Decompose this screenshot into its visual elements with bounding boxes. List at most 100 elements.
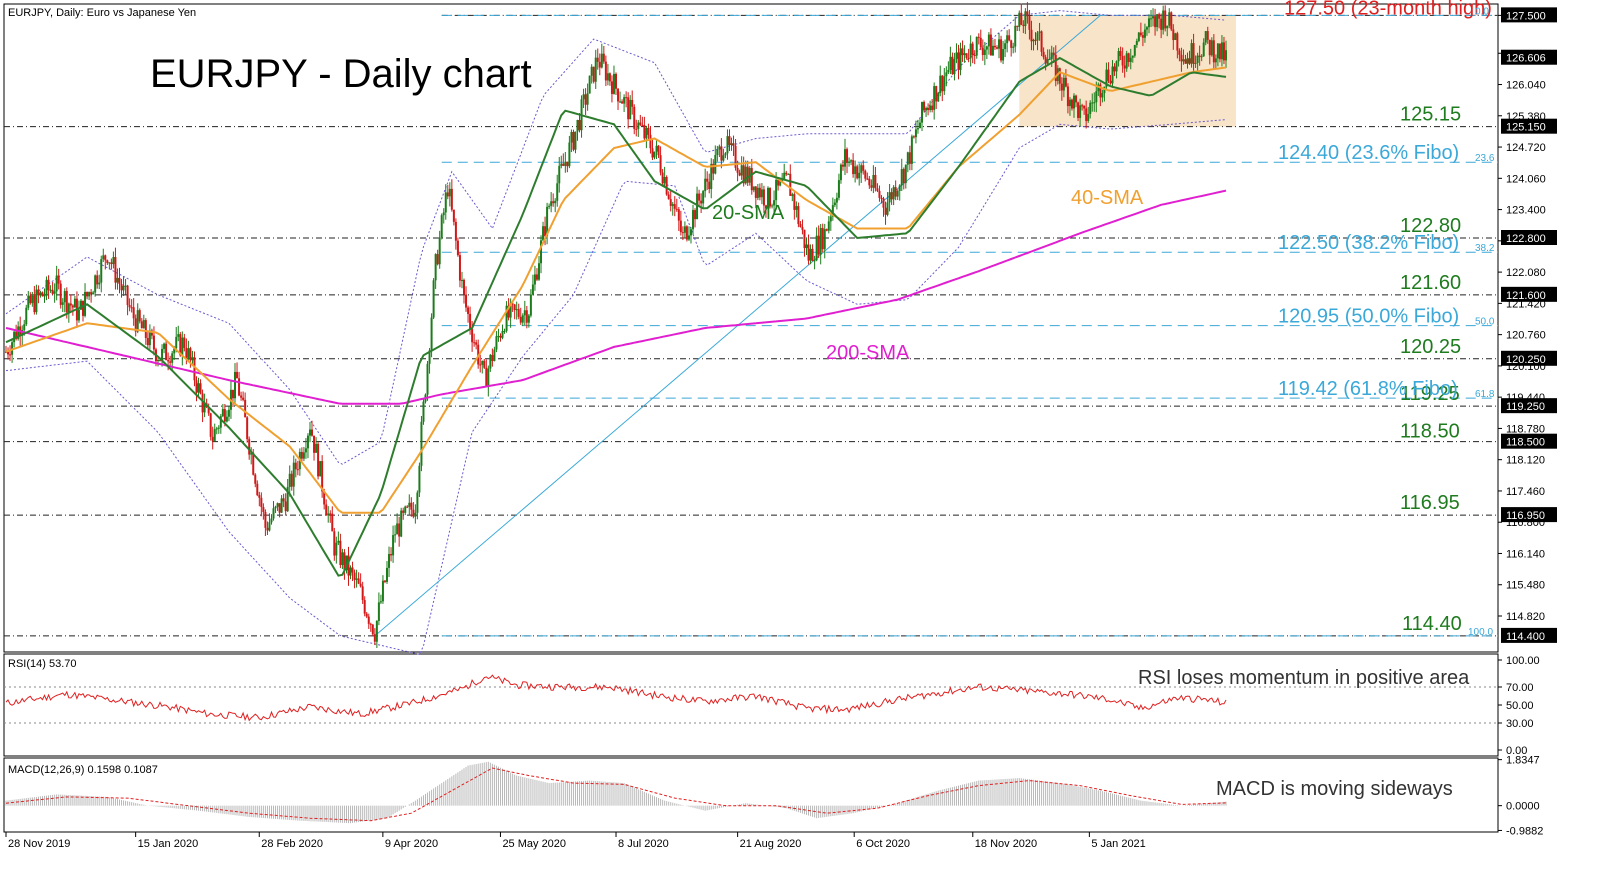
candle-body (171, 353, 174, 363)
candle-body (122, 285, 125, 291)
candle-body (870, 185, 873, 188)
candle-body (256, 483, 259, 496)
candle-body (17, 326, 20, 339)
candle-body (1192, 43, 1195, 64)
candle-body (465, 294, 468, 308)
candle-body (483, 360, 486, 368)
fib-pct-label: 100.0 (1468, 627, 1493, 638)
candle-body (531, 284, 534, 295)
candle-body (114, 257, 117, 283)
candle-body (592, 66, 595, 82)
candle-body (1012, 46, 1015, 48)
level-price-box-text: 120.250 (1506, 354, 1546, 366)
candle-body (505, 305, 508, 331)
candle-body (248, 439, 251, 455)
candle-body (513, 304, 516, 311)
candle-body (874, 174, 877, 189)
candle-body (47, 279, 50, 291)
candle-body (63, 291, 66, 303)
candle-body (21, 329, 24, 336)
candle-body (456, 240, 459, 256)
date-label: 9 Apr 2020 (385, 838, 438, 850)
candle-body (787, 173, 790, 175)
candle-body (588, 75, 591, 94)
candle-body (892, 187, 895, 200)
candle-body (945, 72, 948, 77)
candle-body (1006, 35, 1009, 44)
candle-body (995, 47, 998, 49)
candle-body (319, 461, 322, 477)
candle-body (221, 409, 224, 417)
candle-body (1170, 12, 1173, 30)
candle-body (240, 395, 243, 398)
candle-body (726, 136, 729, 154)
candle-body (1143, 29, 1146, 38)
candle-body (43, 295, 46, 297)
candle-body (430, 317, 433, 351)
candle-body (809, 248, 812, 261)
candle-body (1117, 50, 1120, 62)
candle-body (554, 200, 557, 204)
candle-body (361, 586, 364, 600)
candle-body (1010, 40, 1013, 48)
macd-note: MACD is moving sideways (1216, 778, 1453, 800)
chart-big-title: EURJPY - Daily chart (150, 52, 532, 96)
sma200-line (5, 189, 1227, 405)
candle-body (975, 36, 978, 56)
candle-body (144, 320, 147, 338)
candle-body (5, 351, 7, 353)
candle-body (542, 226, 545, 241)
candle-body (1075, 95, 1078, 103)
candle-body (280, 498, 283, 513)
candle-body (886, 202, 889, 215)
candle-body (416, 492, 419, 513)
date-label: 28 Feb 2020 (261, 838, 323, 850)
candle-body (959, 48, 962, 70)
macd-tick-label: 0.0000 (1506, 801, 1540, 813)
candle-body (61, 302, 64, 305)
candle-body (65, 291, 68, 313)
candle-body (643, 125, 646, 139)
fib-pct-label: 0.0 (1475, 6, 1489, 17)
candle-body (1204, 31, 1207, 43)
candle-body (544, 226, 547, 237)
candle-body (414, 512, 417, 517)
candle-body (785, 172, 788, 175)
candle-body (667, 194, 670, 200)
candle-body (509, 303, 512, 318)
candle-body (333, 531, 336, 556)
candle-body (327, 513, 330, 516)
candle-body (434, 254, 437, 281)
candle-body (819, 227, 822, 255)
candle-body (347, 555, 350, 576)
candle-body (550, 201, 553, 206)
candle-body (1115, 61, 1118, 72)
price-tick-label: 115.480 (1506, 580, 1545, 592)
candle-body (302, 452, 305, 459)
candle-body (422, 401, 425, 422)
candle-body (345, 555, 348, 571)
candle-body (446, 192, 449, 197)
candle-body (876, 188, 879, 191)
candle-body (671, 204, 674, 206)
candle-body (1062, 77, 1065, 91)
candle-body (582, 94, 585, 100)
candle-body (404, 506, 407, 513)
candle-body (183, 337, 186, 349)
candle-body (1160, 18, 1163, 30)
level-label: 116.95 (1400, 492, 1460, 514)
candle-body (989, 34, 992, 56)
candle-body (77, 309, 80, 321)
candle-body (1202, 42, 1205, 57)
candle-body (1154, 16, 1157, 28)
candle-body (41, 292, 44, 297)
candle-body (59, 283, 62, 305)
candle-body (744, 166, 747, 184)
candle-body (837, 180, 840, 198)
price-tick-label: 118.120 (1506, 455, 1545, 467)
candle-body (951, 56, 954, 75)
candle-body (193, 357, 196, 381)
candle-body (104, 255, 107, 261)
candle-body (335, 542, 338, 556)
candle-body (199, 383, 202, 394)
